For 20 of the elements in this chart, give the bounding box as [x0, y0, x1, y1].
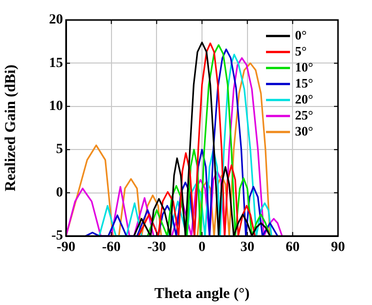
legend-label: 30°: [295, 123, 314, 138]
legend-label: 20°: [295, 91, 314, 106]
x-tick-label: 0: [198, 240, 206, 256]
legend-label: 10°: [295, 59, 314, 74]
x-tick-label: 90: [331, 240, 345, 256]
y-tick-label: 0: [56, 185, 63, 200]
y-tick-label: 15: [49, 56, 63, 71]
legend-label: 5°: [295, 43, 307, 58]
x-tick-label: 30: [240, 240, 254, 256]
y-tick-label: 20: [49, 12, 63, 28]
legend-label: 25°: [295, 107, 314, 122]
x-axis-title: Theta angle (°): [154, 286, 250, 302]
x-tick-label: -60: [102, 240, 121, 256]
x-tick-label: -30: [147, 240, 166, 256]
y-tick-label: 5: [56, 142, 63, 158]
y-tick-label: 10: [49, 99, 63, 114]
x-tick-label: 60: [286, 240, 300, 256]
legend-label: 0°: [295, 27, 307, 42]
y-axis-title: Realized Gain (dBi): [2, 64, 19, 192]
legend-label: 15°: [295, 75, 314, 90]
